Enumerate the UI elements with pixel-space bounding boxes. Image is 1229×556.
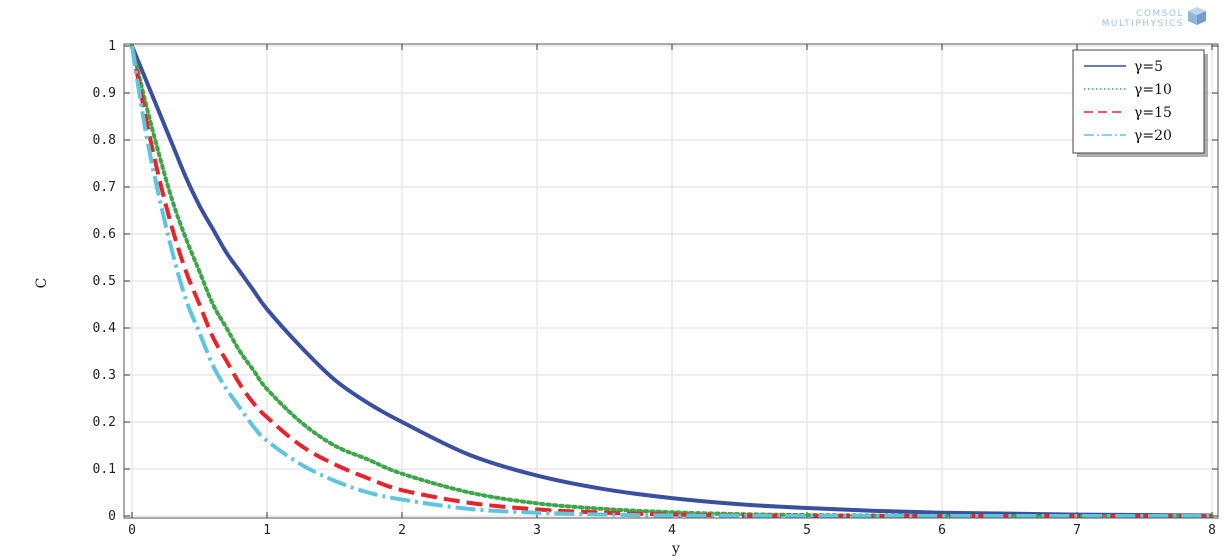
legend-label-0: γ=5 xyxy=(1134,59,1163,75)
x-tick-label-4: 4 xyxy=(668,523,676,538)
y-axis-label: C xyxy=(34,278,50,289)
y-tick-label-10: 1 xyxy=(108,39,116,54)
legend-label-2: γ=15 xyxy=(1134,105,1172,121)
y-tick-label-7: 0.7 xyxy=(93,180,116,195)
legend-label-1: γ=10 xyxy=(1134,82,1172,98)
x-tick-label-7: 7 xyxy=(1073,523,1081,538)
series-line-3 xyxy=(130,45,1212,519)
x-tick-label-1: 1 xyxy=(263,523,271,538)
y-tick-label-2: 0.2 xyxy=(93,415,116,430)
brand-line-2: MULTIPHYSICS xyxy=(1102,19,1184,29)
x-tick-label-5: 5 xyxy=(803,523,811,538)
x-tick-label-3: 3 xyxy=(533,523,541,538)
y-tick-label-4: 0.4 xyxy=(93,321,117,336)
legend-label-3: γ=20 xyxy=(1134,128,1172,144)
x-tick-label-6: 6 xyxy=(938,523,946,538)
series-line-0 xyxy=(130,45,1213,518)
x-tick-label-2: 2 xyxy=(398,523,406,538)
legend-items: γ=5 γ=10 γ=15 γ=20 xyxy=(1084,59,1172,144)
x-axis-label: y xyxy=(671,541,680,556)
y-tick-label-1: 0.1 xyxy=(93,462,116,477)
x-tick-label-8: 8 xyxy=(1208,523,1216,538)
comsol-brand: COMSOL MULTIPHYSICS xyxy=(1102,7,1206,29)
y-tick-label-3: 0.3 xyxy=(93,368,116,383)
series-group xyxy=(130,44,1214,519)
y-tick-label-5: 0.5 xyxy=(93,274,116,289)
y-tick-label-0: 0 xyxy=(108,509,116,524)
tick-labels: 0 1 2 3 4 5 6 7 8 0 0.1 0.2 0.3 0.4 0.5 0.6 0.7 0.8 0.9 1 xyxy=(93,39,1216,538)
brand-line-1: COMSOL xyxy=(1136,9,1184,19)
x-tick-label-0: 0 xyxy=(128,523,136,538)
y-tick-label-6: 0.6 xyxy=(93,227,116,242)
series-line-2 xyxy=(130,45,1212,519)
y-tick-label-8: 0.8 xyxy=(93,133,116,148)
plot-frame xyxy=(123,43,1219,519)
legend-box xyxy=(1072,49,1205,154)
legend: γ=5 γ=10 γ=15 γ=20 xyxy=(1072,49,1208,157)
y-tick-label-9: 0.9 xyxy=(93,86,116,101)
comsol-cube-icon xyxy=(1188,7,1206,25)
